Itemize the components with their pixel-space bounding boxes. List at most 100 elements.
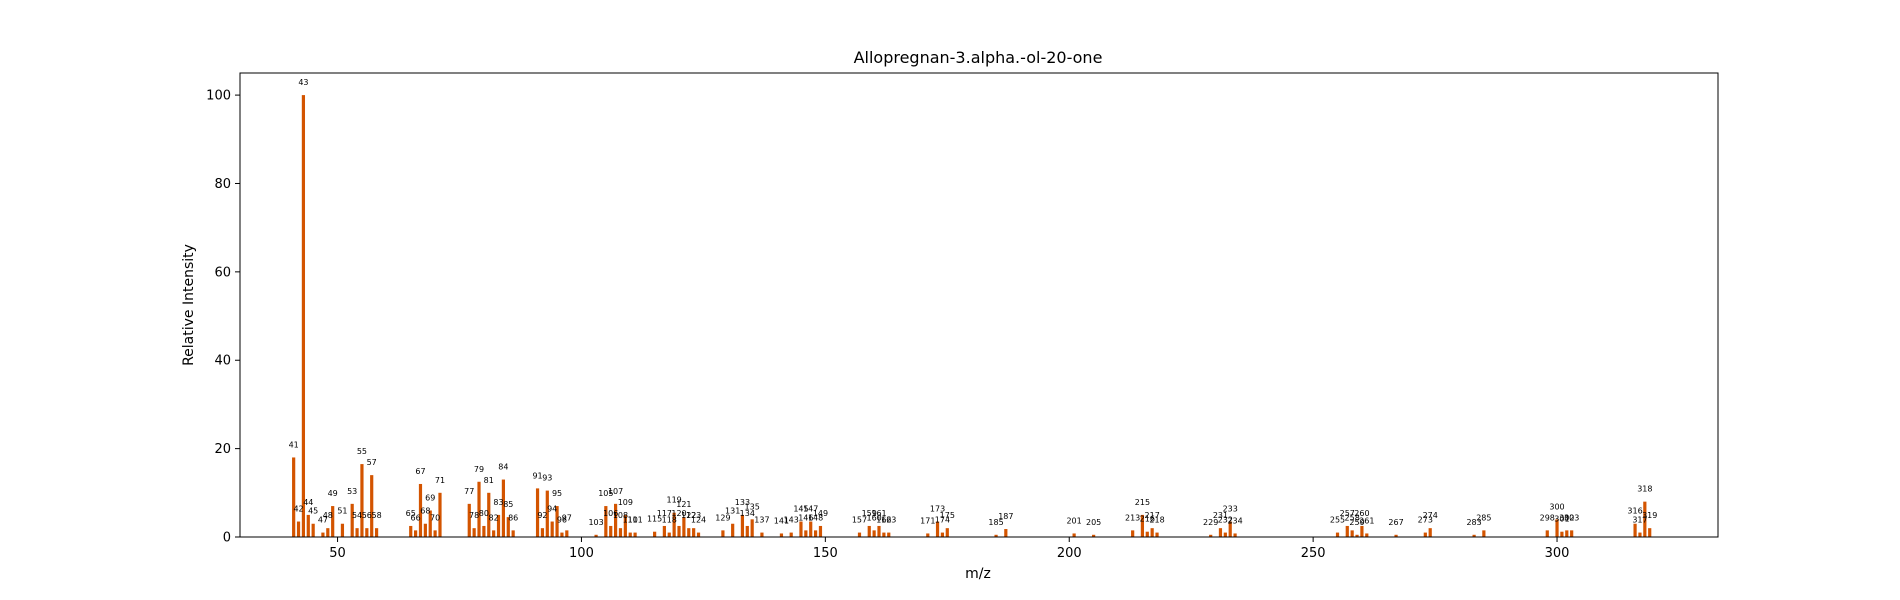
peak-label: 285 [1476, 513, 1491, 522]
peak-bar [940, 532, 945, 537]
peak-bar [1545, 530, 1549, 537]
peak-label: 187 [998, 512, 1013, 521]
peak-bar [604, 506, 608, 537]
peak-label: 93 [542, 474, 552, 483]
peak-label: 65 [406, 509, 416, 518]
peak-bar [365, 528, 369, 537]
peak-label: 316 [1627, 507, 1642, 516]
peak-label: 260 [1354, 509, 1369, 518]
peak-bar [1472, 534, 1476, 537]
peak-label: 229 [1203, 518, 1218, 527]
peak-bar [1482, 530, 1486, 537]
peak-label: 303 [1564, 513, 1579, 522]
peak-label: 84 [498, 463, 508, 472]
peak-bar [535, 488, 540, 537]
peak-label: 274 [1423, 511, 1438, 520]
peak-label: 70 [430, 513, 440, 522]
peak-bar [1560, 531, 1564, 537]
peak-bar [301, 95, 306, 537]
x-tick-label: 50 [329, 546, 346, 561]
peak-bar [438, 492, 442, 537]
peak-label: 106 [603, 509, 618, 518]
peak-label: 91 [532, 471, 542, 480]
peak-bar [326, 528, 330, 537]
peak-bar [1155, 532, 1159, 537]
peak-bar [370, 475, 374, 537]
peak-label: 175 [940, 511, 955, 520]
peak-bar [1140, 514, 1145, 537]
peak-bar [945, 528, 949, 537]
peak-bar [804, 530, 808, 537]
peak-label: 49 [328, 489, 338, 498]
peak-bar [1638, 532, 1642, 537]
peak-label: 97 [562, 513, 572, 522]
x-tick-label: 200 [1057, 546, 1082, 561]
peak-label: 41 [289, 440, 299, 449]
x-tick-label: 150 [813, 546, 838, 561]
peak-bar [1209, 534, 1213, 537]
peak-bar [613, 503, 618, 537]
peak-bar [1150, 528, 1154, 537]
peak-bar [1360, 525, 1364, 537]
peak-bar [1345, 525, 1349, 537]
peak-label: 160 [866, 513, 881, 522]
peak-bar [511, 530, 515, 537]
peak-bar [501, 479, 506, 537]
peak-label: 218 [1149, 516, 1164, 525]
peak-label: 162 [876, 516, 891, 525]
peak-bar [731, 523, 735, 537]
peak-label: 258 [1345, 513, 1360, 522]
peak-bar [1092, 534, 1096, 537]
peak-bar [1365, 533, 1369, 537]
peak-label: 205 [1086, 518, 1101, 527]
peak-bar [692, 528, 696, 537]
peak-label: 173 [930, 505, 945, 514]
peak-bar [1394, 534, 1398, 537]
y-tick-label: 0 [223, 531, 231, 546]
peak-bar [779, 533, 784, 537]
peak-label: 43 [298, 78, 308, 87]
peak-label: 42 [293, 505, 303, 514]
peak-bar [560, 532, 564, 537]
peak-bar [423, 523, 427, 537]
peak-bar [331, 506, 335, 537]
peak-bar [482, 525, 486, 537]
peak-label: 103 [588, 518, 603, 527]
peak-bar [682, 517, 686, 537]
peak-label: 231 [1213, 511, 1228, 520]
peak-label: 95 [552, 489, 562, 498]
x-axis-ticks: 50 100 150 200 250 300 [329, 537, 1569, 561]
y-tick-label: 100 [206, 89, 231, 104]
peak-label: 78 [469, 511, 479, 520]
peak-bar [677, 525, 681, 537]
peak-bar [867, 525, 871, 537]
peak-label: 129 [715, 513, 730, 522]
peak-bar [618, 528, 623, 537]
y-tick-label: 20 [214, 442, 231, 457]
peak-label: 68 [420, 507, 430, 516]
peak-label: 273 [1418, 516, 1433, 525]
peak-bar [818, 525, 823, 537]
peak-bar [1218, 528, 1223, 537]
peak-label: 213 [1125, 513, 1140, 522]
peak-bar [506, 517, 510, 537]
peak-bar [750, 519, 754, 537]
peak-label: 48 [323, 511, 333, 520]
peak-bar [687, 528, 691, 537]
peak-label: 122 [681, 511, 696, 520]
peak-bar [311, 523, 315, 537]
peak-bar [633, 532, 637, 537]
peak-label: 232 [1218, 516, 1233, 525]
peak-label: 58 [371, 511, 381, 520]
peak-bar [935, 521, 940, 537]
peak-bar [467, 503, 471, 537]
peak-bar [789, 532, 793, 537]
y-tick-label: 60 [214, 265, 231, 280]
peak-bar [799, 521, 803, 537]
peak-label: 53 [347, 487, 357, 496]
peak-bar [340, 523, 345, 537]
peak-label: 319 [1642, 511, 1657, 520]
peak-bar [496, 514, 501, 537]
peak-bar [667, 532, 671, 537]
peak-bar [813, 530, 818, 537]
